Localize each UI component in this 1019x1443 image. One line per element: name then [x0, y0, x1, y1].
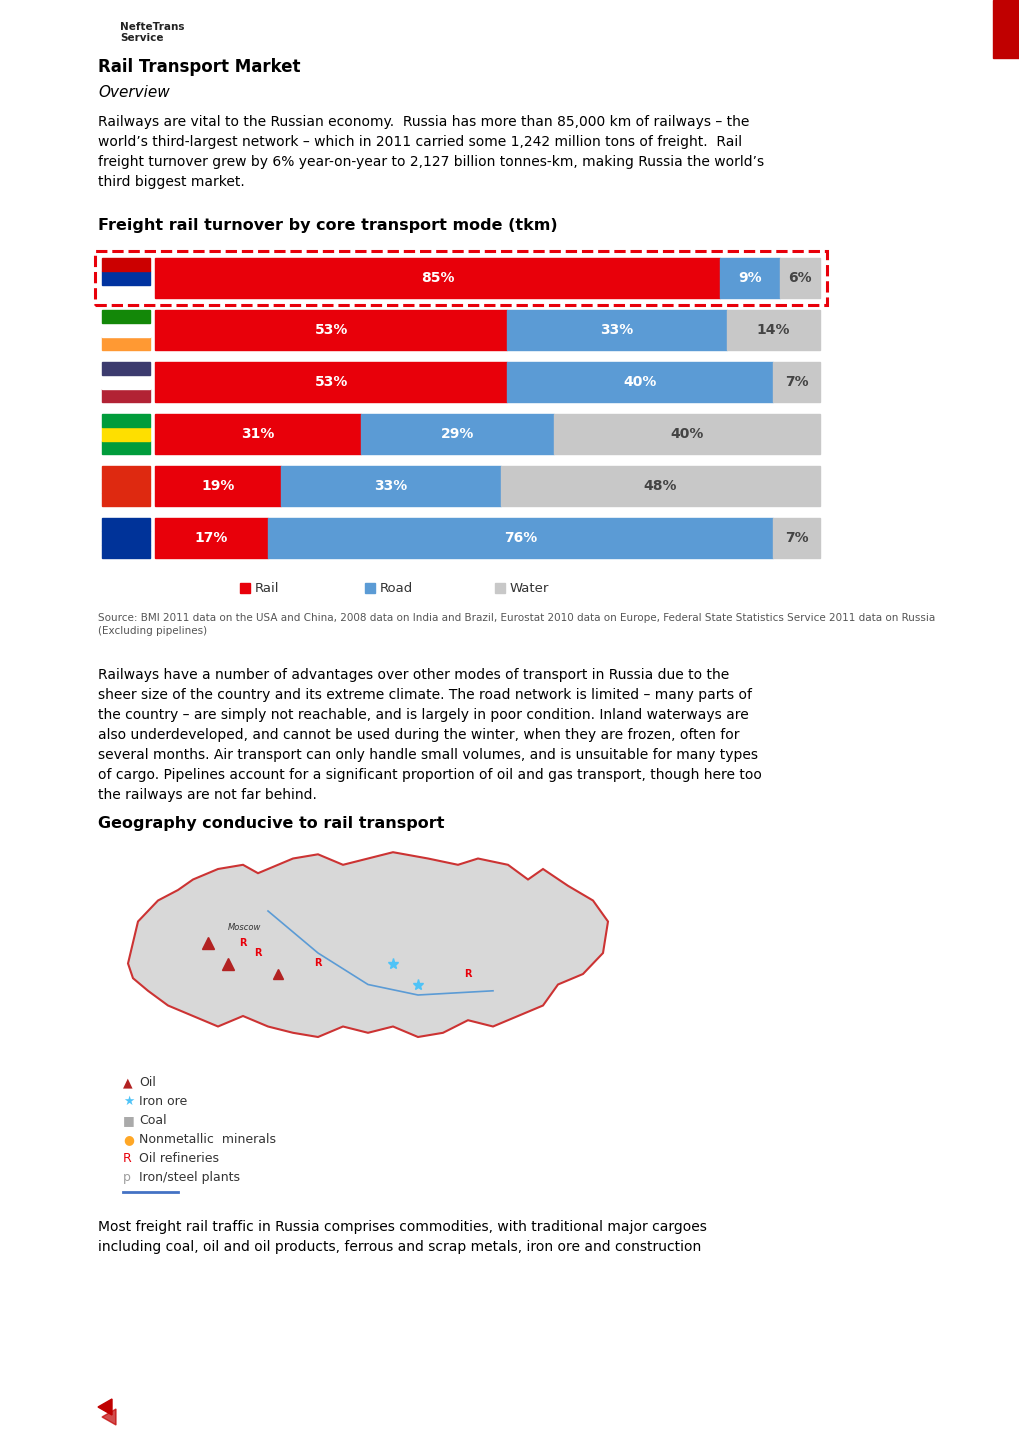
Bar [102, 323, 150, 336]
Bar [780, 258, 819, 299]
Bar [102, 492, 150, 506]
Text: 9%: 9% [738, 271, 761, 286]
Bar [719, 258, 780, 299]
Text: 40%: 40% [669, 427, 703, 442]
Bar [507, 362, 772, 403]
Text: Coal: Coal [139, 1114, 166, 1127]
Text: Overview: Overview [98, 85, 169, 100]
Bar [102, 518, 150, 531]
Text: Freight rail turnover by core transport mode (tkm): Freight rail turnover by core transport … [98, 218, 557, 232]
Text: Rail Transport Market: Rail Transport Market [98, 58, 301, 76]
Text: Service: Service [120, 33, 163, 43]
Text: ★: ★ [123, 1095, 135, 1108]
Text: 7%: 7% [785, 531, 808, 545]
Bar [155, 466, 281, 506]
Text: 33%: 33% [600, 323, 633, 338]
Text: 53%: 53% [314, 323, 347, 338]
Bar [102, 271, 150, 284]
Text: ●: ● [123, 1133, 133, 1146]
Text: Rail: Rail [255, 582, 279, 595]
Text: Oil refineries: Oil refineries [139, 1152, 219, 1165]
Text: 6%: 6% [788, 271, 811, 286]
Bar [102, 440, 150, 455]
Bar [102, 258, 150, 271]
Text: ■: ■ [123, 1114, 135, 1127]
Bar [494, 583, 504, 593]
Bar [95, 251, 826, 304]
Text: R: R [314, 958, 321, 968]
Bar [268, 518, 772, 558]
Text: 48%: 48% [643, 479, 677, 494]
Text: 14%: 14% [756, 323, 790, 338]
Bar [102, 479, 150, 492]
Bar [772, 518, 819, 558]
Text: Road: Road [380, 582, 413, 595]
Polygon shape [127, 853, 607, 1038]
Polygon shape [98, 1400, 112, 1416]
Text: Moscow: Moscow [228, 924, 261, 932]
Bar [102, 544, 150, 558]
Text: 19%: 19% [202, 479, 234, 494]
Bar [155, 362, 507, 403]
Bar [102, 310, 150, 323]
Bar [239, 583, 250, 593]
Bar [102, 375, 150, 388]
Text: Iron ore: Iron ore [139, 1095, 187, 1108]
Text: R: R [123, 1152, 131, 1165]
Text: R: R [464, 970, 471, 978]
Text: p: p [123, 1172, 130, 1185]
Bar [993, 0, 1019, 58]
Bar [102, 388, 150, 403]
Text: R: R [239, 938, 247, 948]
Text: Railways are vital to the Russian economy.  Russia has more than 85,000 km of ra: Railways are vital to the Russian econom… [98, 115, 763, 189]
Text: 17%: 17% [195, 531, 228, 545]
Bar [365, 583, 375, 593]
Bar [102, 466, 150, 479]
Bar [361, 414, 553, 455]
Bar [507, 310, 727, 351]
Bar [155, 310, 507, 351]
Bar [727, 310, 819, 351]
Bar [772, 362, 819, 403]
Bar [155, 518, 268, 558]
Text: 33%: 33% [374, 479, 408, 494]
Text: Oil: Oil [139, 1076, 156, 1089]
Bar [102, 531, 150, 544]
Text: Nonmetallic  minerals: Nonmetallic minerals [139, 1133, 276, 1146]
Text: 29%: 29% [440, 427, 474, 442]
Text: 31%: 31% [242, 427, 274, 442]
Text: 53%: 53% [314, 375, 347, 390]
Text: 40%: 40% [624, 375, 656, 390]
Bar [102, 336, 150, 351]
Bar [102, 284, 150, 299]
Text: ▲: ▲ [123, 1076, 132, 1089]
Text: 85%: 85% [421, 271, 453, 286]
Text: Water: Water [510, 582, 549, 595]
Text: NefteTrans: NefteTrans [120, 22, 184, 32]
Text: Geography conducive to rail transport: Geography conducive to rail transport [98, 815, 444, 831]
Bar [155, 414, 361, 455]
Text: R: R [254, 948, 262, 958]
Bar [102, 414, 150, 427]
Bar [155, 258, 719, 299]
Text: Railways have a number of advantages over other modes of transport in Russia due: Railways have a number of advantages ove… [98, 668, 761, 802]
Text: Most freight rail traffic in Russia comprises commodities, with traditional majo: Most freight rail traffic in Russia comp… [98, 1219, 706, 1254]
Polygon shape [102, 1408, 116, 1426]
Bar [281, 466, 500, 506]
Bar [102, 427, 150, 440]
Bar [102, 362, 150, 375]
Text: 7%: 7% [785, 375, 808, 390]
Text: Source: BMI 2011 data on the USA and China, 2008 data on India and Brazil, Euros: Source: BMI 2011 data on the USA and Chi… [98, 613, 934, 636]
Bar [553, 414, 819, 455]
Text: 76%: 76% [503, 531, 537, 545]
Text: Iron/steel plants: Iron/steel plants [139, 1172, 239, 1185]
Bar [500, 466, 819, 506]
